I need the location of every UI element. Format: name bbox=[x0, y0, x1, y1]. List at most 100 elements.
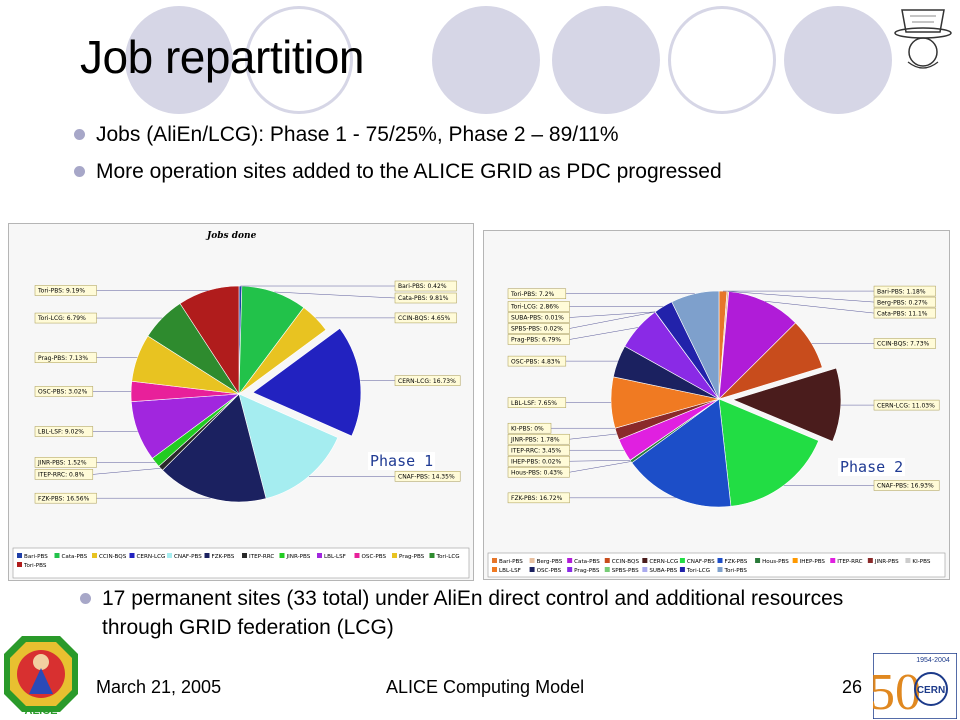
data-label-hous-pbs: Hous-PBS: 0.43% bbox=[511, 469, 563, 476]
legend-item-cnaf-pbs: CNAF-PBS bbox=[174, 554, 202, 560]
legend-item-lbl-lsf: LBL-LSF bbox=[499, 568, 521, 574]
data-label-suba-pbs: SUBA-PBS: 0.01% bbox=[511, 315, 564, 322]
data-label-cata-pbs: Cata-PBS: 11.1% bbox=[877, 310, 928, 317]
leader-line bbox=[569, 461, 631, 473]
data-label-box bbox=[507, 334, 570, 345]
legend-swatch bbox=[679, 558, 685, 563]
data-label-box bbox=[34, 386, 94, 397]
leader-line bbox=[274, 291, 396, 299]
legend-item-cern-lcg: CERN-LCG bbox=[649, 559, 678, 565]
data-label-cnaf-pbs: CNAF-PBS: 16.93% bbox=[877, 483, 934, 490]
chart-title: Jobs done bbox=[205, 231, 257, 241]
legend-item-hous-pbs: Hous-PBS bbox=[762, 559, 789, 565]
data-label-fzk-pbs: FZK-PBS: 16.56% bbox=[38, 495, 90, 502]
data-label-berg-pbs: Berg-PBS: 0.27% bbox=[877, 299, 928, 306]
pie-slice-cern-lcg bbox=[732, 367, 842, 442]
legend-item-ccin-bqs: CCIN-BQS bbox=[99, 554, 127, 560]
data-label-box bbox=[873, 307, 936, 319]
pie-slice-cnaf-pbs bbox=[238, 393, 339, 499]
data-label-ihep-pbs: IHEP-PBS: 0.02% bbox=[511, 458, 561, 465]
legend-swatch bbox=[167, 553, 172, 558]
legend-item-berg-pbs: Berg-PBS bbox=[537, 559, 563, 565]
legend-swatch bbox=[642, 558, 648, 563]
legend-swatch bbox=[679, 567, 685, 572]
legend-item-tori-lcg: Tori-LCG bbox=[436, 554, 460, 560]
data-label-box bbox=[507, 397, 567, 408]
alice-logo-text: ALICE bbox=[25, 705, 58, 717]
data-label-ki-pbs: KI-PBS: 0% bbox=[511, 425, 544, 432]
legend-item-bari-pbs: Bari-PBS bbox=[499, 559, 523, 565]
bullet-dot bbox=[80, 593, 91, 604]
data-label-box bbox=[873, 480, 940, 491]
bullet-operation-sites: More operation sites added to the ALICE … bbox=[74, 157, 796, 186]
legend-item-itep-rrc: ITEP-RRC bbox=[837, 559, 862, 565]
pie-slice-cern-lcg bbox=[252, 327, 362, 437]
legend-item-ki-pbs: KI-PBS bbox=[912, 559, 930, 565]
legend-item-bari-pbs: Bari-PBS bbox=[24, 554, 48, 560]
legend-swatch bbox=[905, 558, 911, 563]
legend-swatch bbox=[354, 553, 360, 558]
data-label-bari-pbs: Bari-PBS: 0.42% bbox=[398, 283, 447, 290]
data-label-box bbox=[507, 288, 567, 300]
data-label-osc-pbs: OSC-PBS: 3.02% bbox=[38, 389, 88, 396]
data-label-box bbox=[507, 455, 570, 467]
data-label-tori-lcg: Tori-LCG: 2.86% bbox=[510, 304, 559, 311]
data-label-box bbox=[34, 285, 97, 296]
footer-date: March 21, 2005 bbox=[96, 677, 222, 697]
legend-swatch bbox=[604, 558, 610, 563]
legend-swatch bbox=[17, 562, 22, 567]
data-label-jinr-pbs: JINR-PBS: 1.52% bbox=[37, 460, 87, 467]
data-label-box bbox=[507, 323, 570, 334]
data-label-box bbox=[394, 292, 457, 304]
data-label-box bbox=[34, 312, 97, 324]
data-label-tori-pbs: Tori-PBS: 7.2% bbox=[510, 291, 555, 298]
data-label-box bbox=[873, 285, 936, 297]
pie-slice-cnaf-pbs bbox=[718, 398, 820, 507]
legend-swatch bbox=[429, 553, 435, 558]
bullet-text: 17 permanent sites (33 total) under AliE… bbox=[102, 587, 844, 639]
leader-line bbox=[569, 311, 656, 318]
legend-swatch bbox=[492, 567, 497, 572]
data-label-tori-lcg: Tori-LCG: 6.79% bbox=[37, 315, 86, 322]
data-label-itep-rrc: ITEP-RRC: 3.45% bbox=[511, 447, 561, 454]
legend-item-tori-pbs: Tori-PBS bbox=[23, 563, 47, 569]
legend-item-fzk-pbs: FZK-PBS bbox=[725, 559, 748, 565]
legend-item-lbl-lsf: LBL-LSF bbox=[324, 554, 346, 560]
slide-title: Job repartition bbox=[80, 31, 365, 83]
legend-item-cata-pbs: Cata-PBS bbox=[62, 554, 88, 560]
page-number: 26 bbox=[842, 677, 863, 697]
data-label-box bbox=[507, 466, 570, 478]
phase1-chart-panel: Jobs done Tori-PBS: 9.19% Tori-LCG: 6.79% P… bbox=[8, 223, 474, 581]
data-label-fzk-pbs: FZK-PBS: 16.72% bbox=[511, 495, 563, 502]
legend-swatch bbox=[717, 558, 723, 563]
leader-line bbox=[569, 433, 617, 440]
leader-line bbox=[764, 301, 875, 314]
data-label-osc-pbs: OSC-PBS: 4.83% bbox=[511, 358, 561, 365]
data-label-box bbox=[34, 469, 94, 480]
pie-slice-fzk-pbs bbox=[631, 398, 732, 508]
legend-swatch bbox=[242, 553, 247, 558]
legend-item-tori-pbs: Tori-PBS bbox=[724, 568, 748, 574]
phase1-annotation: Phase 1 bbox=[368, 452, 436, 470]
cern-text: CERN bbox=[917, 685, 945, 696]
data-label-box bbox=[507, 301, 570, 312]
data-label-box bbox=[507, 355, 567, 367]
legend-swatch bbox=[567, 567, 573, 572]
legend-swatch bbox=[792, 558, 798, 563]
leader-line bbox=[569, 460, 631, 462]
data-label-box bbox=[507, 492, 570, 504]
data-label-box bbox=[394, 471, 461, 482]
legend-item-jinr-pbs: JINR-PBS bbox=[874, 559, 899, 565]
legend-item-tori-lcg: Tori-LCG bbox=[686, 568, 710, 574]
data-label-box bbox=[873, 399, 940, 411]
data-label-box bbox=[34, 492, 97, 504]
legend-swatch bbox=[492, 558, 497, 563]
legend-item-spbs-pbs: SPBS-PBS bbox=[612, 568, 639, 574]
data-label-spbs-pbs: SPBS-PBS: 0.02% bbox=[511, 326, 563, 333]
leader-line bbox=[569, 311, 656, 329]
legend-swatch bbox=[867, 558, 873, 563]
legend-item-cnaf-pbs: CNAF-PBS bbox=[687, 559, 715, 565]
data-label-box bbox=[34, 426, 94, 437]
leader-line bbox=[569, 327, 639, 340]
data-label-ccin-bqs: CCIN-BQS: 4.65% bbox=[398, 315, 451, 322]
